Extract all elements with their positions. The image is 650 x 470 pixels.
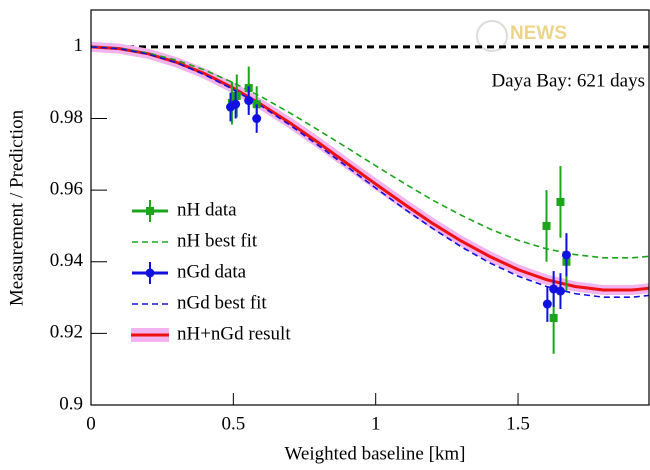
y-tick-label: 1 (74, 35, 84, 56)
legend-label: nH+nGd result (177, 323, 291, 344)
legend-label: nGd best fit (177, 292, 267, 313)
y-tick-label: 0.92 (50, 322, 83, 343)
plot-area (91, 41, 649, 354)
legend-label: nGd data (177, 261, 247, 282)
data-point (232, 91, 241, 100)
x-tick-label: 0 (86, 413, 96, 434)
data-point (231, 99, 241, 109)
x-axis-label: Weighted baseline [km] (284, 443, 465, 464)
annotation: Daya Bay: 621 days (491, 70, 645, 91)
legend-marker (145, 268, 155, 278)
y-tick-label: 0.9 (59, 393, 83, 414)
data-point (556, 197, 565, 206)
y-tick-label: 0.94 (50, 250, 84, 271)
data-point (244, 96, 254, 106)
x-tick-label: 1 (371, 413, 381, 434)
data-point (542, 299, 552, 309)
legend-label: nH best fit (177, 230, 258, 251)
watermark: NEWS (510, 23, 567, 44)
y-tick-label: 0.96 (50, 178, 83, 199)
data-point (252, 114, 262, 124)
data-point (549, 313, 558, 322)
legend-marker (146, 207, 154, 215)
data-point (542, 221, 551, 230)
fit-line (91, 46, 649, 299)
x-tick-label: 0.5 (221, 413, 245, 434)
data-point (555, 286, 565, 296)
data-point (549, 284, 559, 294)
data-point (561, 250, 571, 260)
x-tick-label: 1.5 (506, 413, 530, 434)
plot-frame (90, 9, 650, 406)
legend-label: nH data (177, 199, 237, 220)
watermark-logo (476, 20, 508, 52)
y-tick-label: 0.98 (50, 107, 83, 128)
y-axis-label: Measurement / Prediction (6, 109, 27, 306)
